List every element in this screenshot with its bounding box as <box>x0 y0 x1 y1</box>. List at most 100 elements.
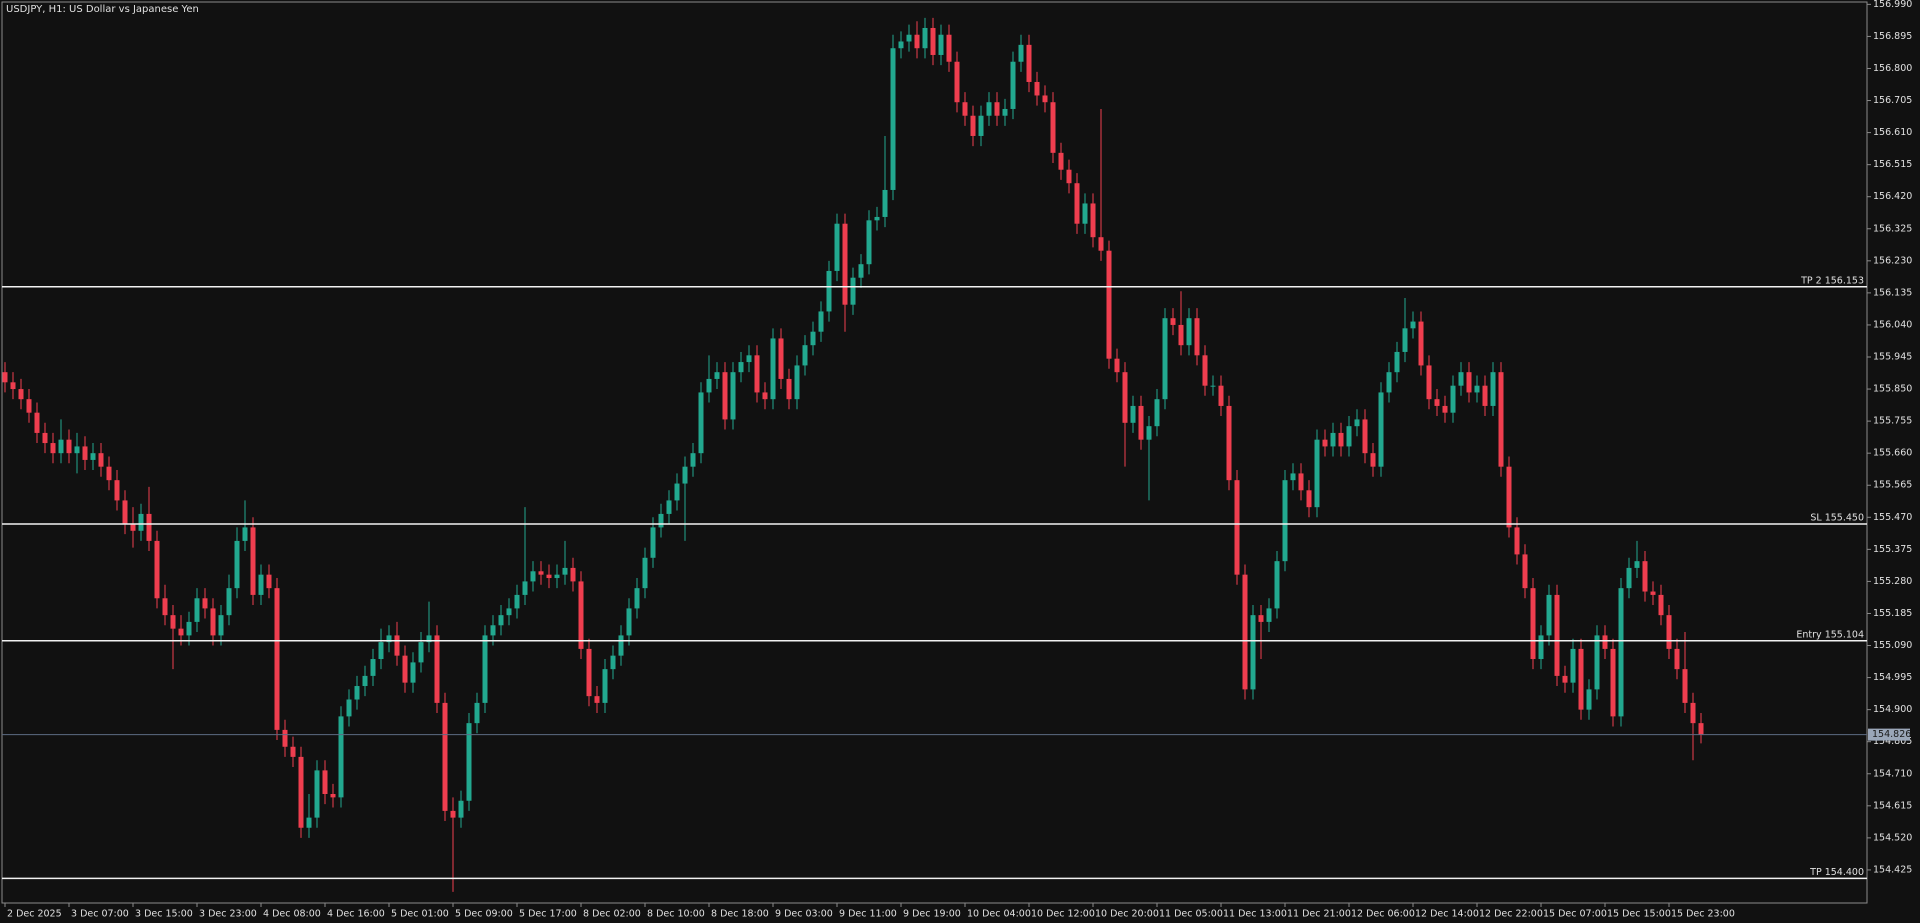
candle-body <box>858 264 864 278</box>
y-tick-label: 154.520 <box>1873 832 1912 843</box>
candle-body <box>1482 385 1488 406</box>
candle-body <box>1634 561 1640 568</box>
candle-body <box>1058 152 1064 170</box>
x-tick-label: 3 Dec 07:00 <box>71 909 129 920</box>
candle-body <box>98 453 104 467</box>
x-tick-label: 11 Dec 21:00 <box>1287 909 1351 920</box>
candle-body <box>122 500 128 525</box>
candle-body <box>18 389 24 400</box>
candle-body <box>1138 405 1144 440</box>
candle-body <box>442 702 448 811</box>
candle-body <box>946 34 952 62</box>
y-tick-label: 156.325 <box>1873 223 1912 234</box>
candle-body <box>138 513 144 531</box>
candle-body <box>1194 318 1200 356</box>
candle-body <box>1146 426 1152 440</box>
y-tick-label: 154.710 <box>1873 768 1912 779</box>
candle-body <box>1018 44 1024 62</box>
candle-body <box>178 628 184 636</box>
candle-body <box>1506 466 1512 528</box>
candle-body <box>698 392 704 454</box>
y-tick-label: 156.420 <box>1873 191 1912 202</box>
candle-body <box>538 571 544 575</box>
y-tick-label: 156.230 <box>1873 255 1912 266</box>
candle-body <box>218 615 224 636</box>
candle-body <box>1546 594 1552 636</box>
candle-body <box>1082 203 1088 224</box>
candle-body <box>786 378 792 400</box>
candle-body <box>962 102 968 116</box>
candle-body <box>1122 372 1128 423</box>
candle-body <box>266 574 272 589</box>
candle-body <box>1554 594 1560 676</box>
candle-body <box>618 635 624 656</box>
candle-body <box>1314 439 1320 508</box>
candle-body <box>1682 669 1688 703</box>
candle-body <box>706 378 712 393</box>
y-tick-label: 154.900 <box>1873 704 1912 715</box>
y-tick-label: 155.660 <box>1873 448 1912 459</box>
x-tick-label: 8 Dec 10:00 <box>647 909 705 920</box>
candle-body <box>82 446 88 460</box>
level-label: TP 2 156.153 <box>1800 275 1864 286</box>
candle-body <box>458 800 464 818</box>
y-tick-label: 156.800 <box>1873 63 1912 74</box>
candle-body <box>1330 432 1336 447</box>
candle-body <box>58 439 64 454</box>
x-tick-label: 15 Dec 15:00 <box>1607 909 1671 920</box>
candle-body <box>298 756 304 828</box>
candle-body <box>1210 385 1216 387</box>
y-tick-label: 155.185 <box>1873 608 1912 619</box>
y-tick-label: 155.945 <box>1873 352 1912 363</box>
candle-body <box>722 372 728 420</box>
y-tick-label: 155.755 <box>1873 416 1912 427</box>
candle-body <box>402 655 408 683</box>
x-tick-label: 12 Dec 14:00 <box>1415 909 1479 920</box>
x-tick-label: 4 Dec 08:00 <box>263 909 321 920</box>
candle-body <box>1490 372 1496 406</box>
candle-body <box>1242 574 1248 690</box>
candle-body <box>1106 250 1112 359</box>
candle-body <box>282 729 288 747</box>
candle-body <box>1458 372 1464 386</box>
x-tick-label: 11 Dec 05:00 <box>1159 909 1223 920</box>
candle-body <box>1538 635 1544 660</box>
candle-body <box>1098 237 1104 251</box>
candle-body <box>890 48 896 190</box>
candle-body <box>1498 372 1504 467</box>
candle-body <box>410 662 416 683</box>
x-tick-label: 10 Dec 20:00 <box>1095 909 1159 920</box>
candle-body <box>498 615 504 626</box>
candle-body <box>250 527 256 595</box>
candle-body <box>26 399 32 413</box>
candle-body <box>1274 561 1280 609</box>
candle-body <box>370 659 376 676</box>
candle-body <box>682 466 688 484</box>
candle-body <box>1594 635 1600 690</box>
candle-body <box>362 675 368 687</box>
y-tick-label: 156.040 <box>1873 319 1912 330</box>
price-label-box <box>1868 728 1910 741</box>
candle-body <box>546 574 552 579</box>
x-tick-label: 12 Dec 22:00 <box>1479 909 1543 920</box>
candle-body <box>1698 723 1704 735</box>
y-tick-label: 154.615 <box>1873 800 1912 811</box>
x-tick-label: 5 Dec 09:00 <box>455 909 513 920</box>
candle-body <box>290 746 296 757</box>
candle-body <box>1410 321 1416 329</box>
candle-body <box>938 34 944 55</box>
candle-body <box>170 615 176 629</box>
candle-body <box>1346 426 1352 447</box>
candle-body <box>354 686 360 700</box>
candle-body <box>754 355 760 393</box>
candle-body <box>1402 328 1408 352</box>
candle-body <box>922 27 928 49</box>
candle-body <box>1530 588 1536 660</box>
candle-body <box>1426 365 1432 400</box>
candle-body <box>210 608 216 636</box>
y-tick-label: 156.990 <box>1873 0 1912 10</box>
x-tick-label: 9 Dec 19:00 <box>903 909 961 920</box>
candle-body <box>1642 561 1648 592</box>
